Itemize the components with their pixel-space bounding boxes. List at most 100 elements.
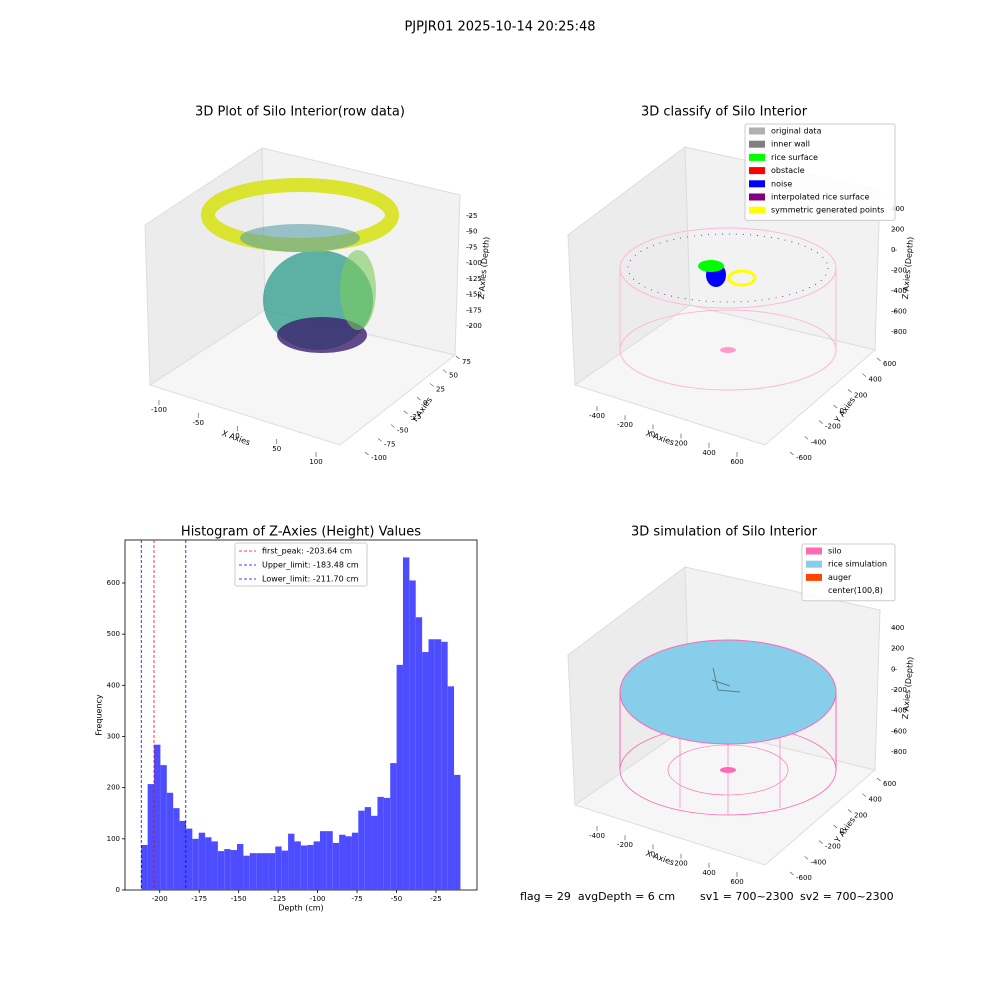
y-tick-label: 100 (107, 835, 120, 843)
tick-mark (876, 777, 881, 782)
tick-mark (804, 856, 809, 860)
y-tick-label: 200 (854, 811, 867, 819)
bar (422, 652, 429, 890)
bar (294, 841, 301, 890)
x-tick-label: -100 (151, 406, 167, 414)
legend-swatch (806, 573, 822, 581)
y-tick-label: 200 (107, 784, 120, 792)
x-tick-label: -50 (193, 419, 204, 427)
legend-swatch (806, 547, 822, 555)
legend-swatch (749, 140, 765, 148)
z-tick-label: -400 (891, 287, 907, 295)
x-tick-label: -150 (231, 895, 247, 903)
x-tick-label: 400 (702, 449, 715, 457)
tick-mark (429, 383, 434, 387)
z-tick-label: -100 (466, 259, 482, 267)
z-tick-label: -200 (466, 322, 482, 330)
legend-label: Lower_limit: -211.70 cm (262, 575, 359, 584)
legend-label: center(100,8) (828, 586, 883, 595)
y-axis-label: Frequency (95, 694, 104, 736)
bar (319, 831, 327, 890)
bar (313, 841, 320, 890)
y-tick-label: 600 (883, 360, 896, 368)
bar (339, 834, 346, 890)
x-tick-label: 200 (674, 440, 687, 448)
legend-label: original data (771, 127, 822, 136)
legend-label: auger (828, 573, 852, 582)
bar (441, 641, 448, 890)
y-tick-label: -400 (811, 438, 827, 446)
z-tick-label: -800 (891, 748, 907, 756)
z-tick-label: -175 (466, 306, 482, 314)
tick-mark (364, 451, 369, 456)
footer-text: sv2 = 700~2300 (800, 890, 894, 903)
z-tick-label: -50 (466, 228, 477, 236)
panes-d (567, 566, 881, 866)
y-tick-label: -75 (384, 440, 395, 448)
y-tick-label: -400 (811, 858, 827, 866)
x-tick-label: 400 (702, 869, 715, 877)
bar (281, 850, 289, 890)
x-tick-label: -100 (310, 895, 326, 903)
legend-swatch (749, 180, 765, 188)
z-tick-label: -150 (466, 291, 482, 299)
footer-text: flag = 29 avgDepth = 6 cm (520, 890, 675, 903)
bar (390, 763, 397, 890)
bar (256, 853, 263, 890)
bar (332, 842, 340, 890)
y-tick-label: -50 (397, 427, 408, 435)
x-tick-label: -200 (617, 421, 633, 429)
figure-title: PJPJR01 2025-10-14 20:25:48 (404, 20, 595, 35)
tick-mark (818, 840, 823, 844)
bar (147, 784, 155, 890)
legend-label: first_peak: -203.64 cm (262, 547, 352, 556)
tick-mark (455, 355, 460, 360)
legend-label: silo (828, 547, 842, 556)
bar (205, 837, 212, 890)
y-tick-label: -100 (371, 454, 387, 462)
x-axis-label: Depth (cm) (278, 904, 323, 913)
z-tick-label: 200 (891, 226, 904, 234)
legend-swatch (749, 167, 765, 175)
bar (409, 580, 416, 890)
footer-text: sv1 = 700~2300 (700, 890, 794, 903)
x-tick-label: -50 (391, 895, 402, 903)
y-tick-label: -200 (825, 843, 841, 851)
bar (383, 797, 391, 890)
x-tick-label: 600 (730, 458, 743, 466)
tick-mark (789, 451, 794, 456)
y-tick-label: 500 (107, 630, 120, 638)
z-tick-label: -200 (891, 267, 907, 275)
y-tick-label: -200 (825, 423, 841, 431)
x-tick-label: 600 (730, 878, 743, 886)
bar (224, 849, 231, 890)
bar (300, 845, 308, 890)
x-tick-label: -200 (152, 895, 168, 903)
bar (249, 853, 257, 890)
bar (141, 844, 148, 890)
legend-label: noise (771, 179, 792, 188)
y-tick-label: 200 (854, 391, 867, 399)
z-tick-label: 400 (891, 624, 904, 632)
tick-mark (833, 404, 838, 409)
y-tick-label: 600 (107, 579, 120, 587)
y-tick-label: 50 (449, 372, 458, 380)
legend-label: inner wall (771, 140, 810, 149)
legend-box (801, 543, 896, 602)
y-tick-label: 400 (869, 376, 882, 384)
z-tick-label: -25 (466, 212, 477, 220)
bar (217, 851, 225, 890)
x-tick-label: 50 (272, 445, 281, 453)
z-tick-label: -600 (891, 727, 907, 735)
bar (230, 850, 238, 890)
legend-swatch (806, 560, 822, 568)
z-tick-label: 200 (891, 645, 904, 653)
x-tick-label: -75 (351, 895, 362, 903)
legend-box (234, 542, 368, 587)
tick-mark (403, 410, 408, 415)
tick-mark (377, 438, 382, 442)
tick-mark (847, 809, 852, 813)
bar (237, 843, 244, 890)
bar (243, 855, 250, 890)
